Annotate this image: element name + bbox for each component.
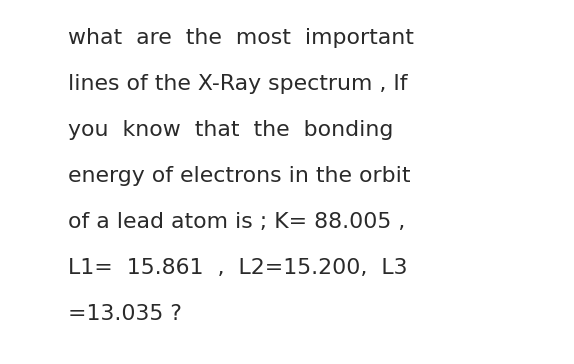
Text: L1=  15.861  ,  L2=15.200,  L3: L1= 15.861 , L2=15.200, L3 <box>68 258 408 278</box>
Text: what  are  the  most  important: what are the most important <box>68 28 414 48</box>
Text: lines of the X-Ray spectrum , If: lines of the X-Ray spectrum , If <box>68 74 408 94</box>
Text: energy of electrons in the orbit: energy of electrons in the orbit <box>68 166 410 186</box>
Text: of a lead atom is ; K= 88.005 ,: of a lead atom is ; K= 88.005 , <box>68 212 405 232</box>
Text: =13.035 ?: =13.035 ? <box>68 304 182 324</box>
Text: you  know  that  the  bonding: you know that the bonding <box>68 120 393 140</box>
